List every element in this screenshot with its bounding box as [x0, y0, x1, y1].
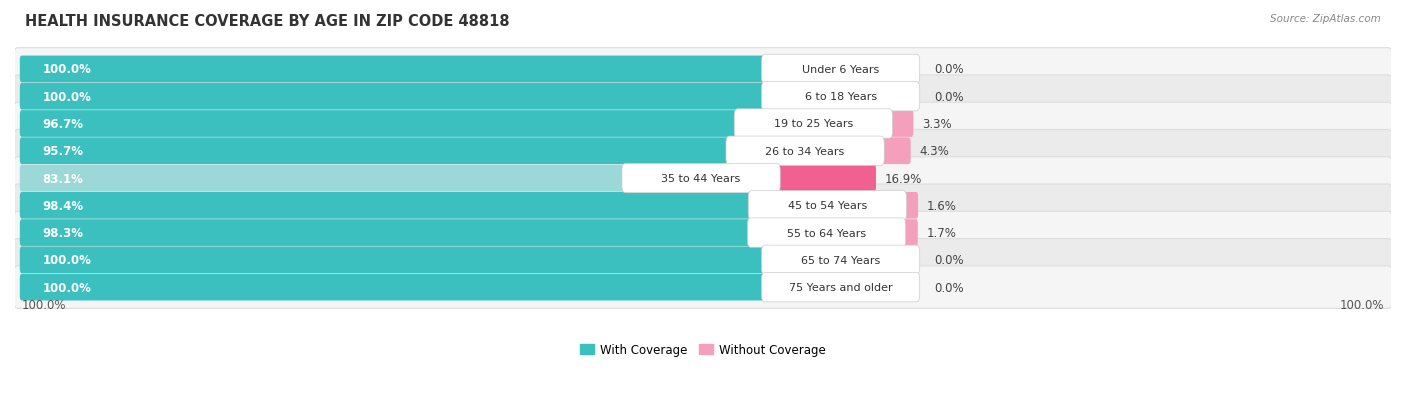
Text: 100.0%: 100.0%	[42, 90, 91, 104]
FancyBboxPatch shape	[14, 103, 1392, 145]
Text: 0.0%: 0.0%	[934, 281, 963, 294]
FancyBboxPatch shape	[14, 266, 1392, 309]
Text: 1.6%: 1.6%	[927, 199, 957, 212]
Text: 100.0%: 100.0%	[42, 63, 91, 76]
FancyBboxPatch shape	[20, 220, 828, 246]
FancyBboxPatch shape	[734, 109, 893, 139]
FancyBboxPatch shape	[14, 185, 1392, 227]
Text: 100.0%: 100.0%	[22, 299, 66, 311]
FancyBboxPatch shape	[20, 84, 842, 110]
Text: 0.0%: 0.0%	[934, 254, 963, 267]
Text: 0.0%: 0.0%	[934, 63, 963, 76]
Text: 26 to 34 Years: 26 to 34 Years	[765, 146, 845, 157]
Text: 55 to 64 Years: 55 to 64 Years	[787, 228, 866, 238]
Text: 100.0%: 100.0%	[42, 281, 91, 294]
FancyBboxPatch shape	[20, 138, 807, 165]
Text: 100.0%: 100.0%	[42, 254, 91, 267]
FancyBboxPatch shape	[779, 165, 876, 192]
FancyBboxPatch shape	[14, 49, 1392, 91]
FancyBboxPatch shape	[762, 246, 920, 275]
FancyBboxPatch shape	[891, 111, 914, 138]
Text: 0.0%: 0.0%	[934, 90, 963, 104]
Text: 45 to 54 Years: 45 to 54 Years	[787, 201, 868, 211]
Text: 95.7%: 95.7%	[42, 145, 83, 158]
Text: 65 to 74 Years: 65 to 74 Years	[801, 255, 880, 265]
FancyBboxPatch shape	[883, 138, 911, 165]
Text: 3.3%: 3.3%	[922, 118, 952, 131]
Text: 19 to 25 Years: 19 to 25 Years	[773, 119, 853, 129]
Text: 96.7%: 96.7%	[42, 118, 83, 131]
FancyBboxPatch shape	[762, 82, 920, 112]
Text: 98.3%: 98.3%	[42, 226, 83, 240]
FancyBboxPatch shape	[762, 55, 920, 84]
FancyBboxPatch shape	[20, 111, 815, 138]
Text: 100.0%: 100.0%	[1340, 299, 1384, 311]
FancyBboxPatch shape	[14, 130, 1392, 173]
FancyBboxPatch shape	[762, 273, 920, 302]
FancyBboxPatch shape	[20, 274, 842, 301]
Legend: With Coverage, Without Coverage: With Coverage, Without Coverage	[575, 338, 831, 361]
FancyBboxPatch shape	[748, 218, 905, 248]
Text: 35 to 44 Years: 35 to 44 Years	[661, 173, 741, 184]
Text: Source: ZipAtlas.com: Source: ZipAtlas.com	[1270, 14, 1381, 24]
FancyBboxPatch shape	[725, 137, 884, 166]
FancyBboxPatch shape	[20, 247, 842, 273]
FancyBboxPatch shape	[904, 220, 918, 246]
FancyBboxPatch shape	[621, 164, 780, 193]
FancyBboxPatch shape	[20, 165, 703, 192]
FancyBboxPatch shape	[14, 239, 1392, 281]
Text: 75 Years and older: 75 Years and older	[789, 282, 893, 292]
Text: 4.3%: 4.3%	[920, 145, 949, 158]
Text: Under 6 Years: Under 6 Years	[801, 65, 879, 75]
Text: 83.1%: 83.1%	[42, 172, 83, 185]
Text: HEALTH INSURANCE COVERAGE BY AGE IN ZIP CODE 48818: HEALTH INSURANCE COVERAGE BY AGE IN ZIP …	[25, 14, 510, 29]
Text: 6 to 18 Years: 6 to 18 Years	[804, 92, 877, 102]
Text: 16.9%: 16.9%	[884, 172, 922, 185]
Text: 1.7%: 1.7%	[927, 226, 956, 240]
FancyBboxPatch shape	[14, 76, 1392, 118]
FancyBboxPatch shape	[20, 192, 830, 219]
FancyBboxPatch shape	[20, 57, 842, 83]
Text: 98.4%: 98.4%	[42, 199, 83, 212]
FancyBboxPatch shape	[905, 192, 918, 219]
FancyBboxPatch shape	[14, 157, 1392, 200]
FancyBboxPatch shape	[748, 191, 907, 221]
FancyBboxPatch shape	[14, 212, 1392, 254]
